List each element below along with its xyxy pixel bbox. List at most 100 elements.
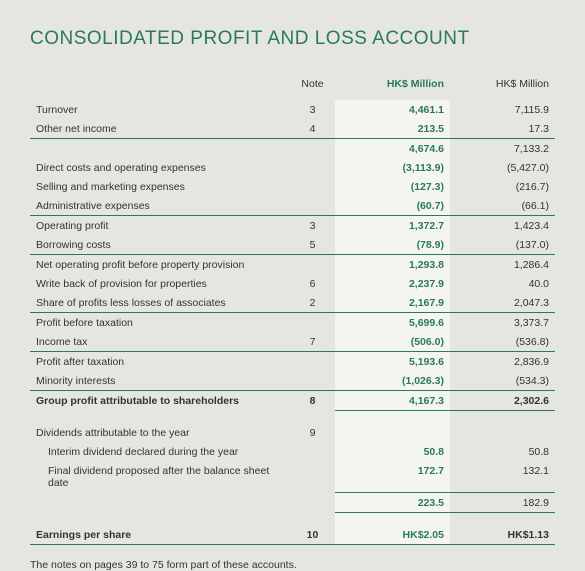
row-current: (78.9): [335, 235, 450, 255]
table-row: Profit before taxation 5,699.63,373.7: [30, 313, 555, 333]
row-current: (127.3): [335, 177, 450, 196]
row-label: Administrative expenses: [30, 196, 290, 216]
row-label: Profit before taxation: [30, 313, 290, 333]
row-note: 5: [290, 235, 335, 255]
row-note: [290, 352, 335, 372]
row-label: [30, 139, 290, 159]
row-current: 213.5: [335, 119, 450, 139]
row-note: [290, 313, 335, 333]
table-row: 4,674.67,133.2: [30, 139, 555, 159]
row-current: 4,674.6: [335, 139, 450, 159]
row-previous: HK$1.13: [450, 525, 555, 545]
row-previous: (534.3): [450, 371, 555, 391]
table-row: Administrative expenses(60.7)(66.1): [30, 196, 555, 216]
row-previous: 2,302.6: [450, 391, 555, 411]
row-previous: 3,373.7: [450, 313, 555, 333]
row-label: [30, 493, 290, 513]
row-label: Other net income: [30, 119, 290, 139]
row-note: [290, 493, 335, 513]
row-previous: 1,286.4: [450, 255, 555, 275]
table-row: Share of profits less losses of associat…: [30, 293, 555, 313]
row-previous: (66.1): [450, 196, 555, 216]
table-row: Income tax7(506.0)(536.8): [30, 332, 555, 352]
row-label: Direct costs and operating expenses: [30, 158, 290, 177]
table-row: Other net income4213.517.3: [30, 119, 555, 139]
page-title: CONSOLIDATED PROFIT AND LOSS ACCOUNT: [30, 28, 555, 50]
table-row: Final dividend proposed after the balanc…: [30, 461, 555, 493]
row-previous: (216.7): [450, 177, 555, 196]
row-current: [335, 513, 450, 526]
row-note: 3: [290, 100, 335, 119]
row-current: [335, 411, 450, 424]
row-label: [30, 513, 290, 526]
row-label: Selling and marketing expenses: [30, 177, 290, 196]
row-note: 8: [290, 391, 335, 411]
row-previous: 132.1: [450, 461, 555, 493]
row-previous: [450, 513, 555, 526]
row-current: 172.7: [335, 461, 450, 493]
row-current: 5,193.6: [335, 352, 450, 372]
row-label: Final dividend proposed after the balanc…: [30, 461, 290, 493]
row-previous: 2,836.9: [450, 352, 555, 372]
row-note: 3: [290, 216, 335, 236]
row-previous: (137.0): [450, 235, 555, 255]
table-row: Turnover34,461.17,115.9: [30, 100, 555, 119]
header-current: HK$ Million: [335, 74, 450, 100]
table-row: Borrowing costs5(78.9)(137.0): [30, 235, 555, 255]
table-row: Direct costs and operating expenses(3,11…: [30, 158, 555, 177]
row-note: [290, 139, 335, 159]
table-row: 223.5182.9: [30, 493, 555, 513]
row-note: [290, 196, 335, 216]
table-row: [30, 411, 555, 424]
row-current: 5,699.6: [335, 313, 450, 333]
row-current: 223.5: [335, 493, 450, 513]
table-row: Interim dividend declared during the yea…: [30, 442, 555, 461]
row-previous: 40.0: [450, 274, 555, 293]
table-row: [30, 513, 555, 526]
row-label: Operating profit: [30, 216, 290, 236]
table-row: Selling and marketing expenses (127.3)(21…: [30, 177, 555, 196]
row-current: (506.0): [335, 332, 450, 352]
row-previous: (536.8): [450, 332, 555, 352]
header-note: Note: [290, 74, 335, 100]
row-label: [30, 411, 290, 424]
row-note: 6: [290, 274, 335, 293]
row-note: [290, 158, 335, 177]
table-row: Profit after taxation5,193.62,836.9: [30, 352, 555, 372]
table-row: Dividends attributable to the year9: [30, 423, 555, 442]
row-note: [290, 371, 335, 391]
row-note: [290, 513, 335, 526]
row-label: Earnings per share: [30, 525, 290, 545]
row-previous: 7,115.9: [450, 100, 555, 119]
row-current: 50.8: [335, 442, 450, 461]
table-row: Operating profit31,372.71,423.4: [30, 216, 555, 236]
row-previous: 50.8: [450, 442, 555, 461]
row-note: [290, 411, 335, 424]
row-label: Minority interests: [30, 371, 290, 391]
row-current: 4,461.1: [335, 100, 450, 119]
row-note: [290, 255, 335, 275]
row-current: HK$2.05: [335, 525, 450, 545]
row-previous: 7,133.2: [450, 139, 555, 159]
row-note: [290, 461, 335, 493]
row-current: 1,293.8: [335, 255, 450, 275]
pl-table: Note HK$ Million HK$ Million Turnover34,…: [30, 74, 555, 545]
row-previous: [450, 411, 555, 424]
table-row: Group profit attributable to shareholder…: [30, 391, 555, 411]
row-previous: 182.9: [450, 493, 555, 513]
header-blank: [30, 74, 290, 100]
row-label: Group profit attributable to shareholder…: [30, 391, 290, 411]
row-previous: 17.3: [450, 119, 555, 139]
row-current: [335, 423, 450, 442]
row-previous: 2,047.3: [450, 293, 555, 313]
row-label: Interim dividend declared during the yea…: [30, 442, 290, 461]
header-row: Note HK$ Million HK$ Million: [30, 74, 555, 100]
table-row: Net operating profit before property pro…: [30, 255, 555, 275]
row-label: Income tax: [30, 332, 290, 352]
row-current: (1,026.3): [335, 371, 450, 391]
table-row: Earnings per share10HK$2.05HK$1.13: [30, 525, 555, 545]
row-note: 4: [290, 119, 335, 139]
row-label: Write back of provision for properties: [30, 274, 290, 293]
row-label: Turnover: [30, 100, 290, 119]
header-previous: HK$ Million: [450, 74, 555, 100]
